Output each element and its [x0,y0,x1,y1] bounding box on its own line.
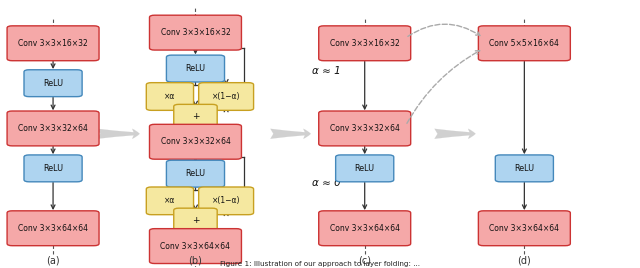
FancyArrowPatch shape [408,24,480,36]
FancyBboxPatch shape [147,83,193,110]
FancyBboxPatch shape [24,155,82,182]
Text: ReLU: ReLU [355,164,375,173]
FancyBboxPatch shape [166,55,225,82]
Text: Conv 3×3×64×64: Conv 3×3×64×64 [490,224,559,233]
Text: Conv 3×3×16×32: Conv 3×3×16×32 [330,39,399,48]
Text: α ≈ 1: α ≈ 1 [312,66,341,76]
Text: Conv 3×3×16×32: Conv 3×3×16×32 [18,39,88,48]
FancyBboxPatch shape [150,15,241,50]
Text: (c): (c) [358,256,371,266]
FancyBboxPatch shape [198,83,253,110]
FancyBboxPatch shape [319,211,411,246]
Text: ×α: ×α [164,92,175,101]
FancyBboxPatch shape [7,111,99,146]
FancyBboxPatch shape [319,111,411,146]
FancyBboxPatch shape [478,211,570,246]
Text: ReLU: ReLU [43,164,63,173]
FancyBboxPatch shape [150,124,241,159]
FancyArrowPatch shape [407,51,479,123]
FancyBboxPatch shape [150,229,241,263]
FancyBboxPatch shape [7,26,99,61]
FancyBboxPatch shape [7,211,99,246]
Text: +: + [192,112,199,121]
FancyBboxPatch shape [24,70,82,97]
Text: ReLU: ReLU [186,64,205,73]
Text: Conv 3×3×64×64: Conv 3×3×64×64 [330,224,400,233]
Text: Conv 3×3×16×32: Conv 3×3×16×32 [161,28,230,37]
Text: ReLU: ReLU [186,169,205,178]
FancyBboxPatch shape [147,187,193,215]
FancyBboxPatch shape [319,26,411,61]
Text: ×(1−α): ×(1−α) [212,92,241,101]
Text: Conv 3×3×64×64: Conv 3×3×64×64 [161,241,230,251]
Text: (d): (d) [518,256,531,266]
FancyBboxPatch shape [335,155,394,182]
FancyBboxPatch shape [495,155,554,182]
Text: Figure 1: Illustration of our approach to layer folding: ...: Figure 1: Illustration of our approach t… [220,261,420,267]
Text: Conv 5×5×16×64: Conv 5×5×16×64 [490,39,559,48]
Text: Conv 3×3×32×64: Conv 3×3×32×64 [330,124,399,133]
FancyBboxPatch shape [166,160,225,187]
Text: Conv 3×3×32×64: Conv 3×3×32×64 [18,124,88,133]
Text: Conv 3×3×32×64: Conv 3×3×32×64 [161,137,230,146]
Text: (a): (a) [46,256,60,266]
Text: Conv 3×3×64×64: Conv 3×3×64×64 [18,224,88,233]
FancyBboxPatch shape [173,104,217,129]
Text: +: + [192,216,199,225]
FancyBboxPatch shape [478,26,570,61]
Text: ×α: ×α [164,196,175,205]
Text: α ≈ 0: α ≈ 0 [312,178,341,188]
FancyBboxPatch shape [173,208,217,232]
Text: ×(1−α): ×(1−α) [212,196,241,205]
Text: ReLU: ReLU [515,164,534,173]
FancyBboxPatch shape [198,187,253,215]
Text: (b): (b) [189,256,202,266]
Text: ReLU: ReLU [43,79,63,88]
